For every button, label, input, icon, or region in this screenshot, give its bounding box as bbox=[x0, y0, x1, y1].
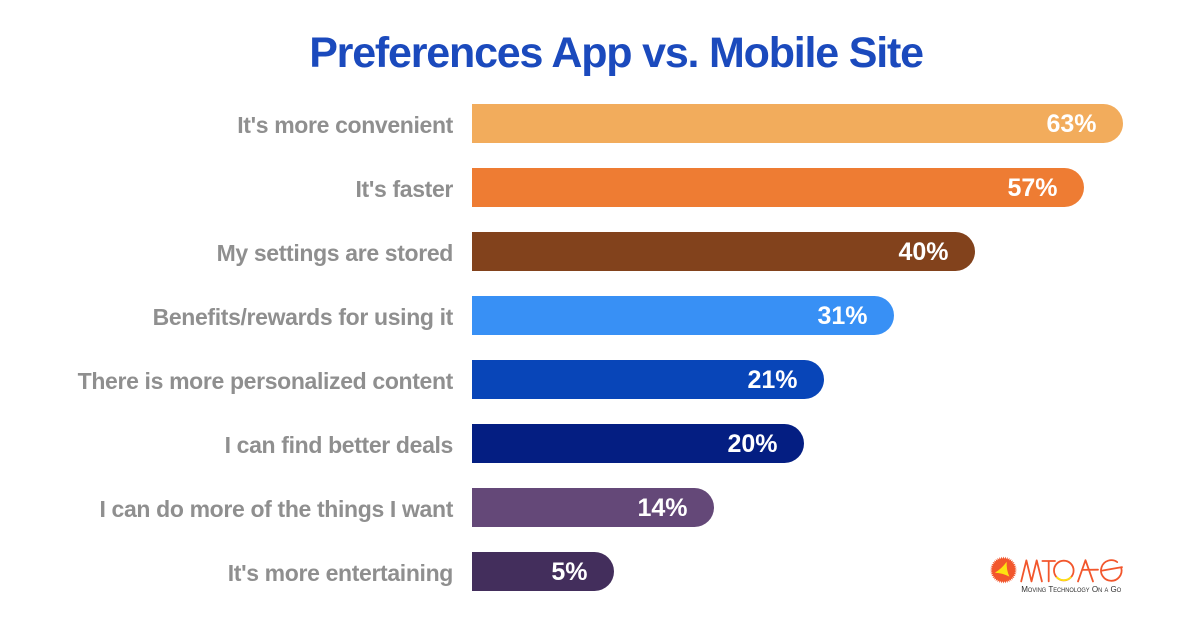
svg-text:Moving Technology On a Go: Moving Technology On a Go bbox=[1021, 584, 1121, 594]
